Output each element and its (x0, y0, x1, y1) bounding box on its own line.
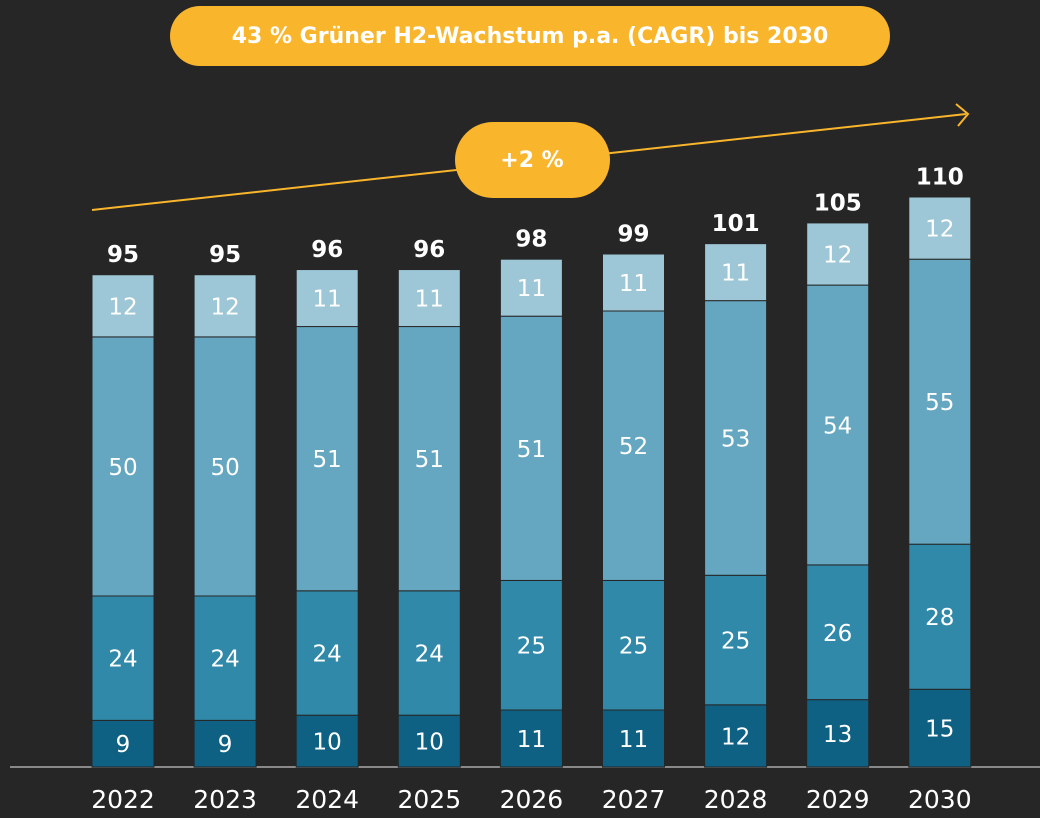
bar-segment (499, 709, 563, 768)
x-tick-label: 2023 (193, 785, 257, 814)
segment-label: 52 (619, 434, 648, 460)
bar-segment (704, 300, 768, 576)
segment-label: 51 (415, 447, 444, 473)
bar-segment (806, 699, 870, 768)
arrow-head (955, 103, 970, 127)
bar-segment (908, 543, 972, 690)
x-tick-label: 2029 (806, 785, 870, 814)
total-label: 96 (413, 237, 445, 263)
bar-segment (704, 574, 768, 706)
bar-segment (602, 709, 665, 768)
bar-segment (499, 258, 563, 317)
segment-label: 26 (823, 621, 852, 647)
x-tick-label: 2022 (91, 785, 155, 814)
bar-segment (397, 714, 461, 768)
segment-label: 12 (108, 294, 137, 320)
segment-label: 11 (721, 261, 750, 287)
x-tick-label: 2024 (295, 785, 359, 814)
cagr-label: 43 % Grüner H2-Wachstum p.a. (CAGR) bis … (232, 24, 829, 49)
segment-label: 24 (415, 642, 444, 668)
segment-label: 51 (517, 437, 546, 463)
bar-segment (91, 274, 155, 338)
bar-segment (806, 564, 870, 701)
segment-label: 24 (108, 647, 137, 673)
total-label: 99 (617, 222, 649, 248)
segment-label: 25 (517, 634, 546, 660)
growth-label: +2 % (500, 148, 563, 173)
x-tick-label: 2026 (500, 785, 564, 814)
bar-segment (193, 595, 257, 721)
segment-label: 13 (823, 722, 852, 748)
segment-label: 11 (517, 727, 546, 753)
total-label: 96 (311, 237, 343, 263)
bar-segment (295, 590, 359, 716)
segment-label: 10 (415, 730, 444, 756)
bar-segment (908, 196, 972, 260)
bar-segment (193, 274, 257, 338)
bar-segment (499, 579, 563, 711)
total-label: 98 (515, 227, 547, 253)
bar-segment (602, 253, 665, 312)
segment-label: 53 (721, 426, 750, 452)
x-tick-label: 2028 (704, 785, 768, 814)
segment-label: 12 (210, 294, 239, 320)
bar-segment (499, 315, 563, 581)
segment-label: 51 (313, 447, 342, 473)
segment-label: 9 (116, 732, 131, 758)
total-label: 101 (712, 211, 760, 237)
cagr-pill (170, 6, 890, 66)
segment-label: 50 (108, 455, 137, 481)
total-label: 105 (814, 190, 862, 216)
bar-segment (397, 326, 461, 592)
segment-label: 9 (218, 732, 233, 758)
total-label: 110 (916, 165, 964, 191)
segment-label: 15 (925, 717, 954, 743)
bar-segment (806, 284, 870, 566)
segment-label: 10 (313, 730, 342, 756)
bar-segment (806, 222, 870, 286)
segment-label: 54 (823, 414, 852, 440)
bar-segment (704, 704, 768, 768)
segment-label: 11 (619, 271, 648, 297)
bar-segment (397, 590, 461, 716)
segment-label: 50 (210, 455, 239, 481)
segment-label: 11 (619, 727, 648, 753)
segment-label: 25 (619, 634, 648, 660)
segment-label: 24 (313, 642, 342, 668)
total-label: 95 (107, 242, 139, 268)
segment-label: 12 (823, 243, 852, 269)
bar-segment (91, 719, 155, 768)
growth-pill (455, 122, 610, 198)
segment-label: 11 (517, 276, 546, 302)
x-tick-label: 2027 (602, 785, 666, 814)
segment-label: 11 (313, 287, 342, 313)
segment-label: 28 (925, 605, 954, 631)
segment-label: 12 (721, 724, 750, 750)
bar-segment (704, 243, 768, 302)
bar-segment (908, 688, 972, 768)
bar-segment (602, 579, 665, 711)
bar-segment (193, 336, 257, 597)
segment-label: 25 (721, 629, 750, 655)
x-tick-label: 2030 (908, 785, 972, 814)
bar-segment (908, 258, 972, 545)
bar-segment (602, 310, 665, 581)
segment-label: 12 (925, 217, 954, 243)
bar-segment (295, 326, 359, 592)
segment-label: 24 (210, 647, 239, 673)
segment-label: 11 (415, 287, 444, 313)
x-tick-label: 2025 (397, 785, 461, 814)
bar-segment (295, 269, 359, 328)
bar-segment (295, 714, 359, 768)
segment-label: 55 (925, 390, 954, 416)
total-label: 95 (209, 242, 241, 268)
bar-segment (397, 269, 461, 328)
